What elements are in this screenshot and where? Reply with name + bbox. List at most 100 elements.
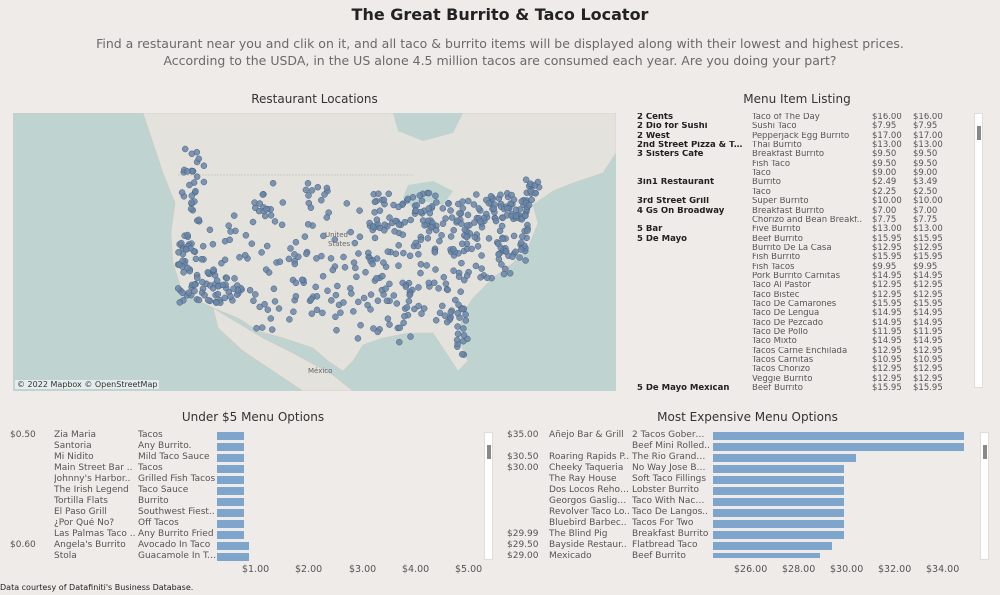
restaurant-marker[interactable] — [415, 250, 422, 258]
under5-scrollbar-thumb[interactable] — [487, 445, 491, 459]
restaurant-marker[interactable] — [175, 249, 182, 256]
restaurant-marker[interactable] — [186, 181, 193, 189]
restaurant-marker[interactable] — [404, 195, 412, 203]
restaurant-marker[interactable] — [188, 199, 195, 206]
restaurant-marker[interactable] — [471, 233, 479, 241]
restaurant-marker[interactable] — [470, 201, 478, 208]
restaurant-marker[interactable] — [510, 232, 518, 240]
restaurant-marker[interactable] — [231, 275, 238, 282]
restaurant-marker[interactable] — [261, 300, 268, 308]
restaurant-marker[interactable] — [192, 187, 199, 195]
restaurant-marker[interactable] — [179, 289, 186, 297]
chart-bar[interactable] — [713, 442, 965, 451]
restaurant-marker[interactable] — [367, 306, 374, 313]
restaurant-marker[interactable] — [355, 298, 362, 306]
restaurant-marker[interactable] — [484, 274, 491, 282]
restaurant-marker[interactable] — [213, 277, 221, 284]
restaurant-marker[interactable] — [506, 270, 514, 277]
restaurant-marker[interactable] — [354, 335, 362, 342]
restaurant-marker[interactable] — [495, 251, 502, 258]
chart-bar[interactable] — [713, 464, 845, 473]
restaurant-marker[interactable] — [178, 239, 185, 247]
restaurant-marker[interactable] — [291, 251, 298, 258]
restaurant-marker[interactable] — [226, 236, 233, 244]
restaurant-marker[interactable] — [376, 207, 384, 214]
restaurant-label[interactable]: Stola — [54, 551, 77, 561]
restaurant-marker[interactable] — [412, 207, 420, 214]
restaurant-marker[interactable] — [227, 293, 234, 300]
restaurant-marker[interactable] — [374, 297, 382, 304]
restaurant-marker[interactable] — [522, 212, 529, 220]
listing-restaurant-name[interactable]: 3 Sisters Cafe — [637, 150, 704, 160]
restaurant-marker[interactable] — [380, 196, 388, 204]
chart-bar[interactable] — [217, 530, 244, 539]
restaurant-marker[interactable] — [384, 315, 392, 322]
expensive-scrollbar[interactable] — [980, 432, 989, 560]
restaurant-marker[interactable] — [386, 321, 393, 328]
restaurant-marker[interactable] — [353, 273, 360, 281]
chart-bar[interactable] — [217, 475, 244, 484]
restaurant-marker[interactable] — [455, 273, 463, 280]
restaurant-marker[interactable] — [454, 330, 462, 338]
restaurant-marker[interactable] — [442, 280, 450, 287]
restaurant-label[interactable]: Main Street Bar .. — [54, 463, 133, 473]
restaurant-label[interactable]: Tortilla Flats — [54, 496, 108, 506]
restaurant-marker[interactable] — [468, 245, 475, 253]
restaurant-marker[interactable] — [230, 285, 237, 292]
restaurant-marker[interactable] — [464, 211, 472, 219]
restaurant-marker[interactable] — [423, 262, 430, 269]
listing-restaurant-name[interactable]: 3in1 Restaurant — [637, 178, 715, 188]
restaurant-marker[interactable] — [221, 256, 229, 264]
restaurant-marker[interactable] — [386, 280, 393, 288]
restaurant-marker[interactable] — [522, 257, 529, 264]
restaurant-marker[interactable] — [391, 228, 398, 235]
restaurant-marker[interactable] — [340, 253, 347, 261]
restaurant-marker[interactable] — [271, 218, 279, 225]
restaurant-marker[interactable] — [252, 291, 259, 298]
restaurant-marker[interactable] — [213, 299, 220, 306]
restaurant-marker[interactable] — [261, 212, 269, 220]
restaurant-marker[interactable] — [406, 252, 414, 260]
restaurant-marker[interactable] — [395, 242, 402, 249]
restaurant-marker[interactable] — [385, 190, 392, 198]
restaurant-marker[interactable] — [356, 207, 363, 214]
restaurant-marker[interactable] — [347, 228, 354, 236]
restaurant-marker[interactable] — [432, 192, 439, 200]
chart-bar[interactable] — [713, 453, 857, 462]
restaurant-marker[interactable] — [333, 326, 340, 334]
restaurant-marker[interactable] — [454, 217, 461, 224]
restaurant-marker[interactable] — [503, 205, 511, 212]
restaurant-marker[interactable] — [459, 205, 467, 212]
restaurant-marker[interactable] — [199, 242, 207, 250]
restaurant-marker[interactable] — [407, 216, 414, 224]
restaurant-marker[interactable] — [340, 299, 347, 306]
restaurant-marker[interactable] — [421, 222, 428, 229]
restaurant-marker[interactable] — [417, 236, 425, 243]
restaurant-marker[interactable] — [313, 306, 321, 314]
chart-bar[interactable] — [217, 519, 244, 528]
restaurant-marker[interactable] — [417, 269, 424, 277]
restaurant-marker[interactable] — [287, 245, 294, 252]
restaurant-marker[interactable] — [278, 221, 286, 229]
restaurant-marker[interactable] — [355, 250, 362, 257]
restaurant-marker[interactable] — [292, 279, 300, 287]
chart-bar[interactable] — [713, 530, 844, 539]
restaurant-marker[interactable] — [199, 278, 206, 286]
restaurant-marker[interactable] — [375, 190, 382, 198]
restaurant-marker[interactable] — [384, 248, 392, 255]
listing-restaurant-name[interactable]: 2 Cents — [637, 113, 674, 122]
restaurant-marker[interactable] — [174, 285, 182, 292]
restaurant-marker[interactable] — [401, 312, 408, 320]
restaurant-marker[interactable] — [263, 206, 270, 213]
restaurant-marker[interactable] — [265, 269, 273, 276]
restaurant-marker[interactable] — [314, 183, 322, 191]
restaurant-marker[interactable] — [305, 199, 313, 207]
restaurant-marker[interactable] — [455, 301, 462, 308]
restaurant-marker[interactable] — [337, 309, 344, 316]
restaurant-marker[interactable] — [432, 266, 439, 273]
restaurant-marker[interactable] — [191, 281, 199, 288]
restaurant-marker[interactable] — [264, 306, 272, 313]
listing-restaurant-name[interactable]: 5 De Mayo Mexican — [637, 384, 730, 393]
restaurant-marker[interactable] — [182, 246, 190, 253]
restaurant-marker[interactable] — [512, 206, 520, 214]
